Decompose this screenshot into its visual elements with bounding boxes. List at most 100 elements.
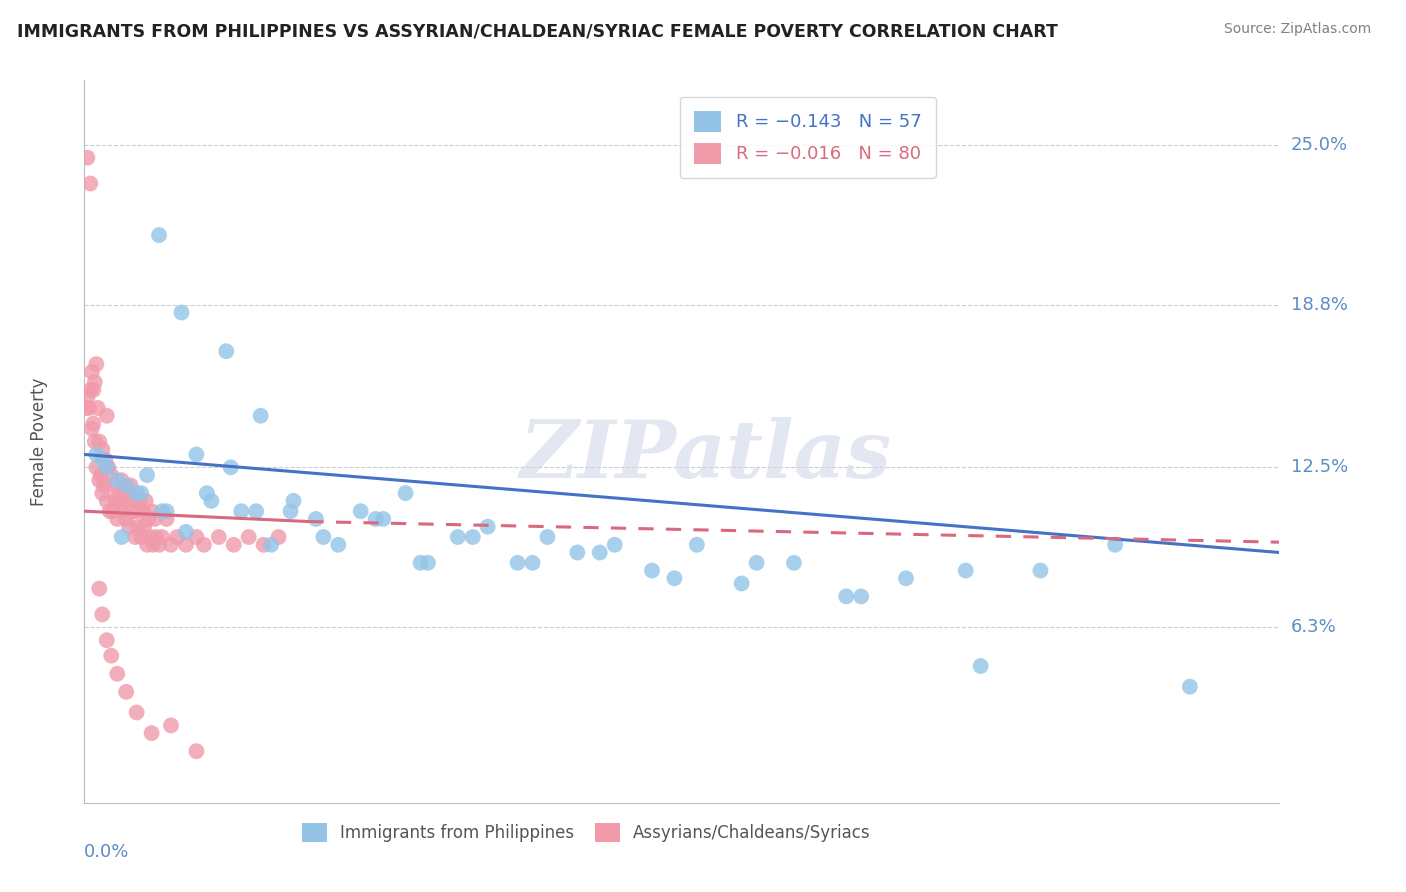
- Point: [86, 357, 108, 371]
- Point: [447, 530, 470, 544]
- Point: [193, 538, 215, 552]
- Point: [75, 401, 97, 415]
- Point: [150, 530, 173, 544]
- Point: [166, 530, 188, 544]
- Point: [86, 460, 108, 475]
- Point: [373, 512, 395, 526]
- Point: [104, 494, 127, 508]
- Point: [111, 473, 134, 487]
- Point: [215, 344, 238, 359]
- Point: [97, 460, 120, 475]
- Point: [253, 538, 276, 552]
- Point: [142, 538, 165, 552]
- Point: [461, 530, 484, 544]
- Text: IMMIGRANTS FROM PHILIPPINES VS ASSYRIAN/CHALDEAN/SYRIAC FEMALE POVERTY CORRELATI: IMMIGRANTS FROM PHILIPPINES VS ASSYRIAN/…: [17, 22, 1057, 40]
- Point: [115, 685, 138, 699]
- Point: [125, 706, 148, 720]
- Point: [115, 478, 138, 492]
- Point: [222, 538, 245, 552]
- Point: [851, 590, 873, 604]
- Text: Source: ZipAtlas.com: Source: ZipAtlas.com: [1223, 22, 1371, 37]
- Point: [783, 556, 806, 570]
- Point: [96, 409, 118, 423]
- Point: [305, 512, 328, 526]
- Point: [148, 228, 170, 243]
- Point: [117, 494, 139, 508]
- Point: [238, 530, 260, 544]
- Point: [100, 468, 122, 483]
- Point: [970, 659, 993, 673]
- Point: [124, 530, 146, 544]
- Point: [90, 468, 112, 483]
- Point: [141, 726, 163, 740]
- Point: [132, 519, 156, 533]
- Point: [121, 504, 143, 518]
- Point: [83, 375, 105, 389]
- Point: [125, 504, 148, 518]
- Point: [745, 556, 768, 570]
- Point: [641, 564, 664, 578]
- Point: [148, 538, 170, 552]
- Point: [105, 512, 128, 526]
- Text: 25.0%: 25.0%: [1291, 136, 1348, 153]
- Point: [96, 494, 118, 508]
- Point: [127, 519, 149, 533]
- Point: [328, 538, 350, 552]
- Point: [409, 556, 432, 570]
- Point: [506, 556, 529, 570]
- Point: [138, 512, 160, 526]
- Point: [131, 504, 153, 518]
- Point: [80, 365, 103, 379]
- Point: [312, 530, 335, 544]
- Point: [174, 524, 197, 539]
- Point: [89, 473, 111, 487]
- Point: [603, 538, 626, 552]
- Point: [125, 486, 148, 500]
- Point: [155, 504, 177, 518]
- Point: [589, 545, 612, 559]
- Point: [1178, 680, 1201, 694]
- Point: [86, 447, 108, 461]
- Point: [136, 468, 159, 483]
- Legend: Immigrants from Philippines, Assyrians/Chaldeans/Syriacs: Immigrants from Philippines, Assyrians/C…: [295, 816, 877, 848]
- Point: [101, 504, 124, 518]
- Point: [731, 576, 754, 591]
- Point: [79, 177, 101, 191]
- Point: [120, 478, 142, 492]
- Point: [894, 571, 917, 585]
- Point: [249, 409, 271, 423]
- Point: [135, 494, 157, 508]
- Point: [79, 383, 101, 397]
- Point: [145, 530, 167, 544]
- Point: [1104, 538, 1126, 552]
- Point: [150, 504, 173, 518]
- Point: [195, 486, 218, 500]
- Point: [76, 151, 98, 165]
- Point: [105, 473, 128, 487]
- Point: [955, 564, 977, 578]
- Point: [89, 582, 111, 596]
- Point: [200, 494, 222, 508]
- Text: ZIPatlas: ZIPatlas: [520, 417, 891, 495]
- Point: [76, 391, 98, 405]
- Point: [477, 519, 499, 533]
- Point: [91, 486, 114, 500]
- Point: [170, 305, 193, 319]
- Point: [245, 504, 267, 518]
- Point: [283, 494, 305, 508]
- Point: [98, 504, 121, 518]
- Point: [128, 494, 150, 508]
- Point: [522, 556, 544, 570]
- Point: [567, 545, 589, 559]
- Point: [835, 590, 858, 604]
- Point: [122, 494, 145, 508]
- Point: [91, 452, 114, 467]
- Point: [686, 538, 709, 552]
- Text: 0.0%: 0.0%: [84, 843, 129, 861]
- Point: [155, 512, 177, 526]
- Point: [96, 460, 118, 475]
- Point: [174, 538, 197, 552]
- Point: [350, 504, 373, 518]
- Point: [94, 452, 117, 467]
- Point: [260, 538, 283, 552]
